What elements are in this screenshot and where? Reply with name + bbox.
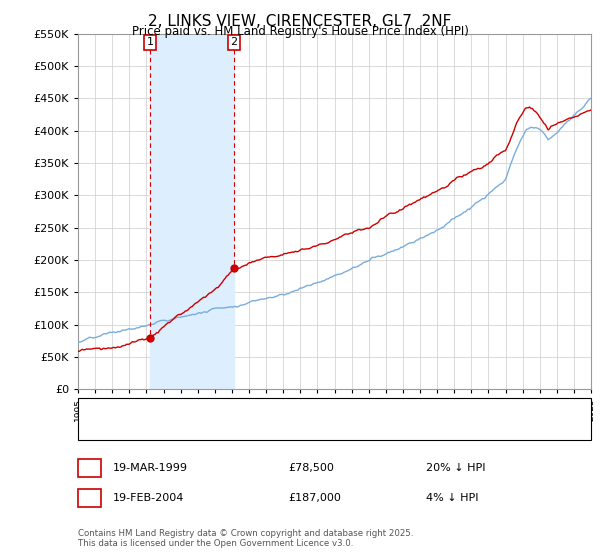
Text: 20% ↓ HPI: 20% ↓ HPI [426, 463, 485, 473]
Text: 4% ↓ HPI: 4% ↓ HPI [426, 493, 479, 503]
Text: 19-MAR-1999: 19-MAR-1999 [113, 463, 188, 473]
Text: £187,000: £187,000 [288, 493, 341, 503]
Text: 2: 2 [86, 493, 93, 503]
Bar [150, 34, 234, 389]
Text: 2, LINKS VIEW, CIRENCESTER, GL7  2NF: 2, LINKS VIEW, CIRENCESTER, GL7 2NF [148, 14, 452, 29]
Text: £78,500: £78,500 [288, 463, 334, 473]
Text: 2: 2 [230, 38, 238, 48]
Text: Contains HM Land Registry data © Crown copyright and database right 2025.
This d: Contains HM Land Registry data © Crown c… [78, 529, 413, 548]
Text: 1: 1 [86, 463, 93, 473]
Text: 19-FEB-2004: 19-FEB-2004 [113, 493, 184, 503]
Text: 2, LINKS VIEW, CIRENCESTER, GL7 2NF (semi-detached house): 2, LINKS VIEW, CIRENCESTER, GL7 2NF (sem… [117, 404, 443, 414]
Text: 1: 1 [146, 38, 154, 48]
Text: HPI: Average price, semi-detached house, Cotswold: HPI: Average price, semi-detached house,… [117, 423, 386, 433]
Text: Price paid vs. HM Land Registry's House Price Index (HPI): Price paid vs. HM Land Registry's House … [131, 25, 469, 38]
